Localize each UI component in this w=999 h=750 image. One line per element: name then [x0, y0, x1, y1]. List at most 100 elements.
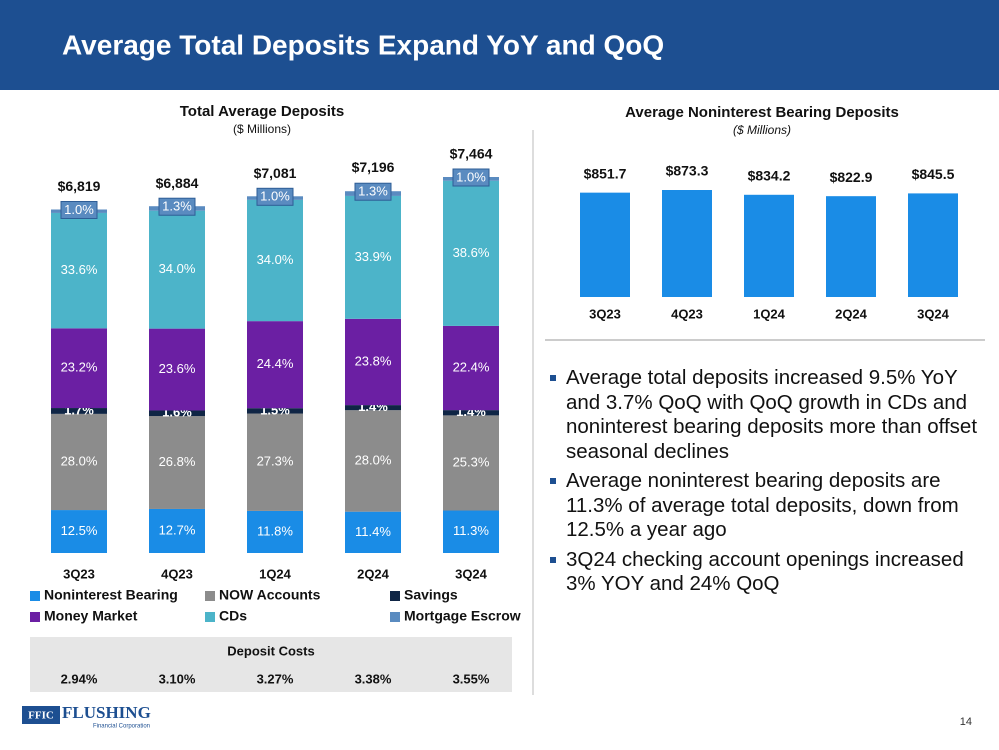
bar-segment	[51, 413, 107, 511]
segment-label: 33.9%	[355, 249, 392, 264]
segment-label: 26.8%	[159, 454, 196, 469]
bar	[662, 190, 712, 297]
bar-segment	[247, 321, 303, 409]
total-label: $7,081	[254, 165, 297, 181]
deposit-costs-title: Deposit Costs	[227, 643, 314, 658]
label-box	[354, 182, 392, 201]
segment-label: 23.6%	[159, 361, 196, 376]
value-label: $851.7	[584, 165, 627, 181]
page-number: 14	[960, 716, 972, 728]
segment-label: 12.7%	[159, 522, 196, 537]
header-band	[0, 0, 999, 90]
label-box	[158, 197, 196, 216]
chart-subtitle: ($ Millions)	[733, 123, 791, 137]
bar-segment	[247, 408, 303, 414]
segment-label: 34.0%	[257, 252, 294, 267]
x-tick-label: 3Q24	[917, 306, 950, 321]
chart-subtitle: ($ Millions)	[233, 122, 291, 136]
total-label: $7,196	[352, 159, 395, 175]
value-label: $822.9	[830, 169, 873, 185]
segment-label: 11.3%	[453, 523, 489, 538]
bar-segment	[443, 510, 499, 553]
bar	[580, 192, 630, 297]
value-label: $845.5	[912, 166, 955, 182]
logo-box	[22, 706, 60, 724]
bar-segment	[51, 212, 107, 329]
bar-segment	[247, 413, 303, 511]
bar	[744, 194, 794, 297]
segment-label: 11.4%	[355, 524, 391, 539]
segment-label: 22.4%	[453, 359, 490, 374]
segment-label: 33.6%	[61, 262, 98, 277]
x-tick-label: 4Q23	[671, 306, 703, 321]
deposit-cost: 3.38%	[355, 671, 392, 686]
total-label: $7,464	[450, 146, 493, 162]
bullet: Average total deposits increased 9.5% Yo…	[548, 366, 986, 464]
segment-label: 27.3%	[257, 454, 294, 469]
segment-label: 12.5%	[61, 523, 98, 538]
bar-segment	[443, 325, 499, 411]
label-box	[256, 187, 294, 206]
legend-label: Money Market	[44, 608, 138, 624]
legend-swatch	[390, 612, 400, 622]
bar-segment	[345, 318, 401, 406]
legend-swatch	[30, 612, 40, 622]
legend-label: Mortgage Escrow	[404, 608, 521, 624]
x-tick-label: 3Q23	[63, 566, 95, 581]
bar-segment	[443, 180, 499, 326]
value-label: $834.2	[748, 167, 791, 183]
deposit-cost: 3.55%	[453, 671, 490, 686]
bullet: Average noninterest bearing deposits are…	[548, 469, 986, 543]
x-tick-label: 2Q24	[357, 566, 390, 581]
x-tick-label: 4Q23	[161, 566, 193, 581]
bar-segment	[247, 199, 303, 322]
segment-label: 24.4%	[257, 356, 294, 371]
bullet: 3Q24 checking account openings increased…	[548, 548, 986, 597]
legend-label: Savings	[404, 587, 458, 603]
segment-label: 1.3%	[358, 184, 388, 199]
bar-segment	[51, 510, 107, 553]
bar-segment	[51, 328, 107, 409]
segment-label: 11.8%	[257, 523, 293, 538]
legend-swatch	[205, 612, 215, 622]
legend-swatch	[205, 591, 215, 601]
segment-label: 28.0%	[61, 453, 98, 468]
bar-segment	[345, 511, 401, 553]
total-label: $6,819	[58, 178, 101, 194]
x-tick-label: 1Q24	[259, 566, 292, 581]
bar-segment	[149, 416, 205, 509]
chart-title: Total Average Deposits	[180, 103, 345, 120]
legend-swatch	[390, 591, 400, 601]
legend-label: CDs	[219, 608, 247, 624]
bar-segment	[345, 405, 401, 411]
segment-label: 1.0%	[64, 202, 94, 217]
x-tick-label: 2Q24	[835, 306, 868, 321]
x-tick-label: 3Q24	[455, 566, 488, 581]
logo-mark: FFIC	[28, 710, 54, 722]
total-label: $6,884	[156, 175, 199, 191]
label-box	[452, 168, 490, 187]
label-box	[60, 200, 98, 219]
bar-segment	[149, 410, 205, 417]
segment-label: 38.6%	[453, 245, 490, 260]
segment-label: 1.0%	[456, 169, 486, 184]
x-tick-label: 1Q24	[753, 306, 786, 321]
chart-title: Average Noninterest Bearing Deposits	[625, 104, 899, 121]
bullet-list: Average total deposits increased 9.5% Yo…	[548, 366, 986, 602]
segment-label: 1.3%	[162, 199, 192, 214]
segment-label: 28.0%	[355, 452, 392, 467]
segment-label: 1.0%	[260, 189, 290, 204]
segment-label: 25.3%	[453, 454, 490, 469]
deposit-cost: 3.10%	[159, 671, 196, 686]
bar-segment	[345, 410, 401, 512]
deposit-costs-box	[30, 637, 512, 692]
slide-title: Average Total Deposits Expand YoY and Qo…	[62, 29, 664, 60]
logo-name: FLUSHING	[62, 703, 151, 722]
deposit-cost: 3.27%	[257, 671, 294, 686]
bar-segment	[443, 410, 499, 416]
bar-segment	[149, 210, 205, 329]
bar	[908, 193, 958, 297]
legend-swatch	[30, 591, 40, 601]
